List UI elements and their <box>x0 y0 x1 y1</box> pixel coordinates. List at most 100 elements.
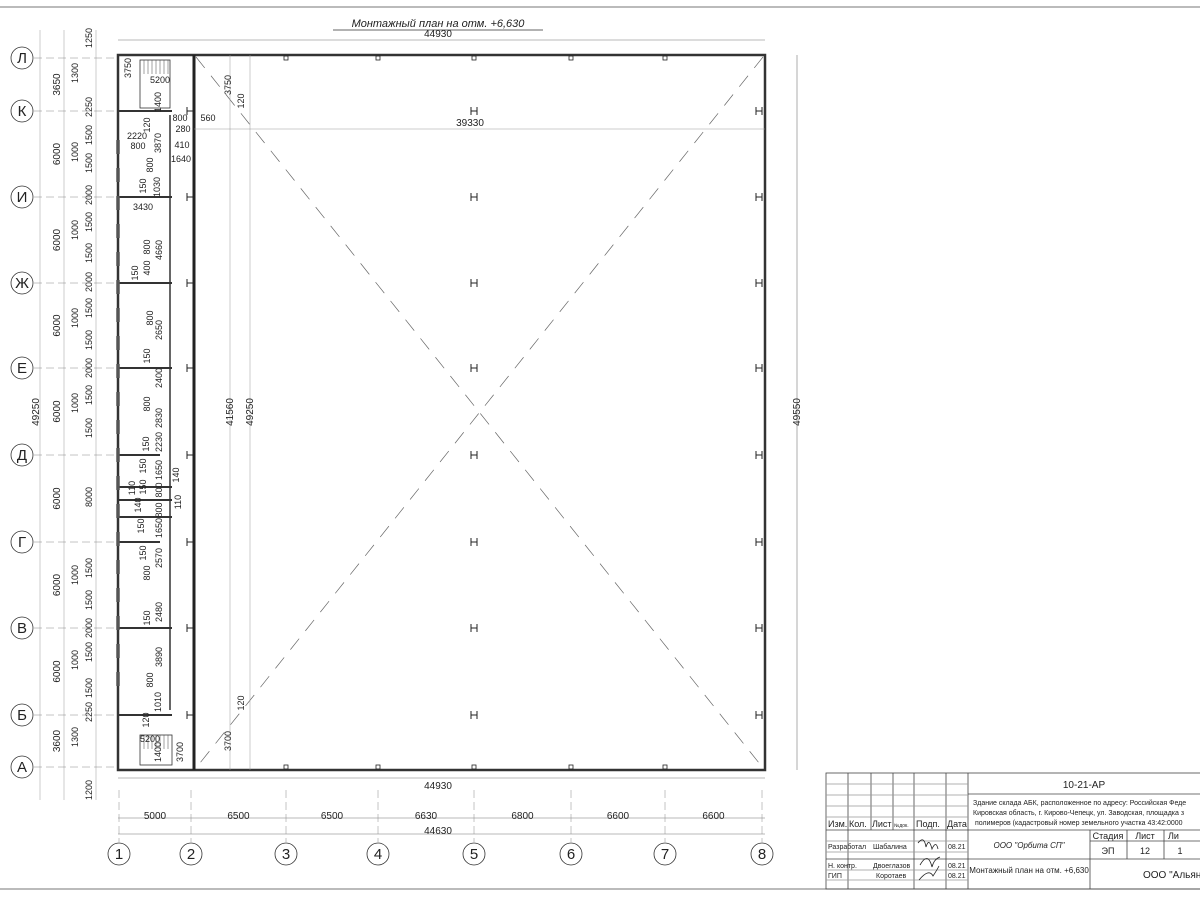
annex-dimension-label: 1640 <box>171 154 191 164</box>
column-mark <box>470 711 478 719</box>
annex-dimension-label: 1400 <box>153 742 163 762</box>
left-chain-dimension: 1500 <box>84 385 94 405</box>
column-mark <box>470 538 478 546</box>
left-chain-dimension: 1000 <box>70 220 80 240</box>
annex-dimension-label: 800 <box>154 482 164 497</box>
column-spacing: 6600 <box>702 811 725 822</box>
left-chain-dimension: 1500 <box>84 298 94 318</box>
column-mark <box>755 711 763 719</box>
column-axis-label: 4 <box>374 846 382 863</box>
left-chain-dimension: 1000 <box>70 142 80 162</box>
column-mark <box>186 538 194 546</box>
header-ndoc: №док. <box>894 823 909 829</box>
row-axis-label: Е <box>17 360 27 377</box>
axis-bubble <box>274 842 298 866</box>
annex-dimension-label: 3700 <box>175 742 185 762</box>
annex-dimension-label: 2830 <box>154 408 164 428</box>
column-axis-label: 6 <box>567 846 575 863</box>
annex-dimension-label: 2220 <box>127 131 147 141</box>
axis-bubble <box>653 842 677 866</box>
header-kol: Кол. <box>849 819 867 829</box>
left-chain-dimension: 1000 <box>70 650 80 670</box>
axis-bubble <box>179 842 203 866</box>
column-mark <box>186 711 194 719</box>
annex-dimension-label: 800 <box>142 565 152 580</box>
column-mark <box>283 55 289 61</box>
annex-dimension-label: 800 <box>154 502 164 517</box>
annex-dimension-label: 110 <box>173 495 183 509</box>
left-chain-dimension: 1500 <box>84 642 94 662</box>
column-mark <box>186 364 194 372</box>
title-block <box>825 772 1200 890</box>
annex-dimension-label: 150 <box>130 265 140 280</box>
header-date: Дата <box>947 819 967 829</box>
column-mark <box>186 451 194 459</box>
stage-label: Стадия <box>1093 831 1124 841</box>
row-axis-label: Д <box>17 447 27 464</box>
column-spacing: 6600 <box>607 811 630 822</box>
column-mark <box>186 107 194 115</box>
annex-dimension-label: 1030 <box>152 177 162 197</box>
left-chain-dimension: 1500 <box>84 243 94 263</box>
left-chain-dimension: 1000 <box>70 565 80 585</box>
sheet-title: Монтажный план на отм. +6,630 <box>969 866 1089 875</box>
annex-dimension-label: 140 <box>171 467 181 482</box>
left-chain-dimension: 1000 <box>70 308 80 328</box>
column-mark <box>470 451 478 459</box>
annex-dimension-label: 150 <box>138 178 148 193</box>
annex-dimension-label: 120 <box>142 117 152 132</box>
annex-dimension-label: 150 <box>138 479 148 494</box>
header-izm: Изм. <box>828 819 847 829</box>
row-axis-label: В <box>17 620 27 637</box>
left-chain-dimension: 1500 <box>84 153 94 173</box>
left-chain-dimension: 2000 <box>84 272 94 292</box>
column-axis-label: 5 <box>470 846 478 863</box>
row-spacing: 6000 <box>52 573 63 596</box>
annex-dimension-label: 3700 <box>223 731 233 751</box>
column-mark <box>186 193 194 201</box>
left-chain-dimension: 1500 <box>84 418 94 438</box>
row-axis-label: А <box>17 759 27 776</box>
annex-dimension-label: 150 <box>136 518 146 533</box>
left-chain-dimension: 1300 <box>70 63 80 83</box>
column-mark <box>471 764 477 770</box>
diagonal-brace <box>195 56 764 769</box>
column-mark <box>375 55 381 61</box>
annex-dimension-label: 150 <box>142 610 152 625</box>
annex-dimension-label: 410 <box>174 140 189 150</box>
sheets-count: 1 <box>1177 846 1182 856</box>
annex-dimension-label: 3750 <box>123 58 133 78</box>
annex-dimension-label: 2480 <box>154 602 164 622</box>
column-spacing: 5000 <box>144 811 167 822</box>
annex-dimension-label: 3870 <box>153 133 163 153</box>
left-chain-dimension: 1500 <box>84 558 94 578</box>
date: 08.21 <box>948 844 966 851</box>
address-line: Кировская область, г. Кирово-Чепецк, ул.… <box>973 809 1184 817</box>
annex-dimension-label: 150 <box>141 436 151 451</box>
overall-height-right: 49550 <box>792 398 803 426</box>
column-axis-label: 1 <box>115 846 123 863</box>
column-mark <box>755 624 763 632</box>
column-mark <box>471 55 477 61</box>
inner-height: 41560 <box>225 398 236 426</box>
row-spacing: 6000 <box>52 314 63 337</box>
row-spacing: 6000 <box>52 660 63 683</box>
left-chain-dimension: 8000 <box>84 487 94 507</box>
annex-dimension-label: 150 <box>138 458 148 473</box>
row-axis-label: К <box>18 103 27 120</box>
left-chain-dimension: 2000 <box>84 185 94 205</box>
row-axis-label: Ж <box>15 275 29 292</box>
building-outline <box>116 53 767 772</box>
annex-dimension-label: 800 <box>145 157 155 172</box>
column-mark <box>755 107 763 115</box>
column-spacing: 6500 <box>321 811 344 822</box>
column-axis-label: 7 <box>661 846 669 863</box>
left-chain-dimension: 1500 <box>84 125 94 145</box>
column-axis-label: 3 <box>282 846 290 863</box>
axis-bubble <box>750 842 774 866</box>
column-spacing: 6500 <box>227 811 250 822</box>
annex-dimension-label: 800 <box>145 310 155 325</box>
row-spacing: 6000 <box>52 400 63 423</box>
annex-dimension-label: 2650 <box>154 320 164 340</box>
